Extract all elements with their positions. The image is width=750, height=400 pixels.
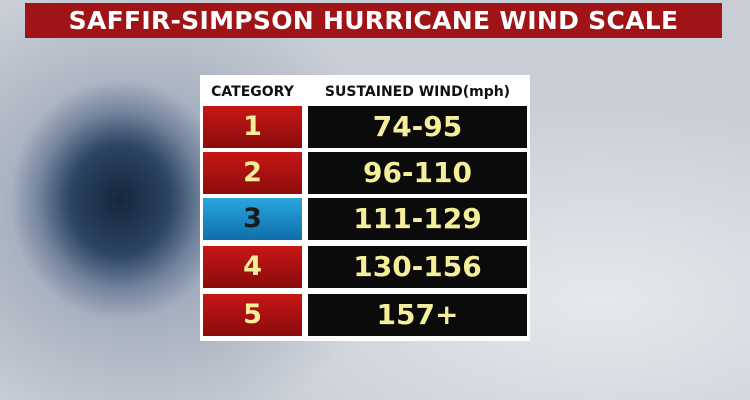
wind-cell: 130-156 <box>308 246 527 288</box>
category-cell: 2 <box>203 152 302 194</box>
page-title: SAFFIR-SIMPSON HURRICANE WIND SCALE <box>25 3 722 38</box>
header-sustained-wind: SUSTAINED WIND(mph) <box>324 84 511 100</box>
table-row: 2 96-110 <box>203 152 527 194</box>
table-row: 5 157+ <box>203 294 527 336</box>
category-cell: 5 <box>203 294 302 336</box>
table-row: 4 130-156 <box>203 246 527 288</box>
category-cell: 1 <box>203 106 302 148</box>
wind-scale-table: CATEGORY SUSTAINED WIND(mph) 1 74-95 2 9… <box>200 75 530 341</box>
header-category: CATEGORY <box>211 84 294 100</box>
wind-cell: 157+ <box>308 294 527 336</box>
category-cell: 4 <box>203 246 302 288</box>
wind-cell: 74-95 <box>308 106 527 148</box>
wind-cell: 111-129 <box>308 198 527 240</box>
table-row: 3 111-129 <box>203 198 527 240</box>
wind-cell: 96-110 <box>308 152 527 194</box>
category-cell: 3 <box>203 198 302 240</box>
table-row: 1 74-95 <box>203 106 527 148</box>
